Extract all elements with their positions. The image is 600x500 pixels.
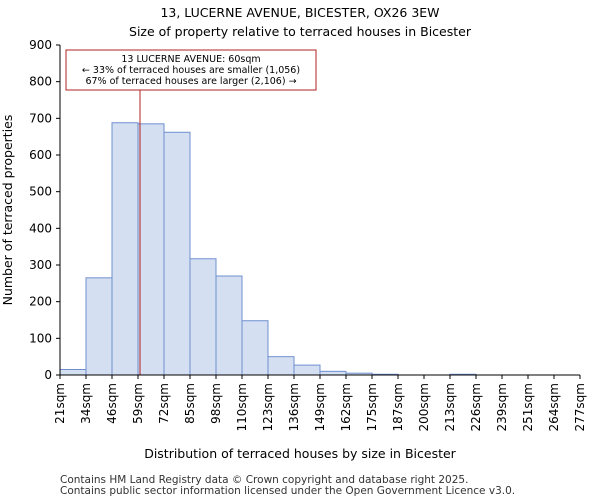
y-tick-label-700: 700 (29, 111, 52, 125)
annotation-line-3: 67% of terraced houses are larger (2,106… (85, 76, 296, 87)
x-tick-label-175sqm: 175sqm (365, 383, 379, 431)
x-tick-label-46sqm: 46sqm (105, 383, 119, 424)
x-tick-label-213sqm: 213sqm (443, 383, 457, 431)
bars-group (59, 122, 477, 376)
x-tick-label-98sqm: 98sqm (209, 383, 223, 424)
annotation-group: 13 LUCERNE AVENUE: 60sqm← 33% of terrace… (65, 49, 317, 91)
y-tick-label-400: 400 (29, 221, 52, 235)
y-tick-label-300: 300 (29, 258, 52, 272)
bar-34sqm (85, 277, 113, 376)
x-tick-label-187sqm: 187sqm (391, 383, 405, 431)
y-tick-label-600: 600 (29, 148, 52, 162)
y-tick-label-500: 500 (29, 185, 52, 199)
bar-98sqm (215, 275, 243, 376)
x-tick-label-123sqm: 123sqm (261, 383, 275, 431)
x-tick-label-34sqm: 34sqm (79, 383, 93, 424)
annotation-box (65, 49, 317, 91)
x-tick-label-21sqm: 21sqm (53, 383, 67, 424)
x-tick-label-149sqm: 149sqm (313, 383, 327, 431)
x-tick-label-85sqm: 85sqm (183, 383, 197, 424)
x-tick-label-264sqm: 264sqm (547, 383, 561, 431)
x-tick-label-200sqm: 200sqm (417, 383, 431, 431)
bar-46sqm (111, 122, 139, 376)
axes-group: 0 100 200 300 400 500 600 700 800 900 21sqm 34sqm 46… (29, 38, 587, 431)
x-tick-label-251sqm: 251sqm (521, 383, 535, 431)
bar-85sqm (189, 258, 217, 376)
bar-72sqm (163, 131, 191, 376)
y-tick-label-200: 200 (29, 295, 52, 309)
x-tick-label-72sqm: 72sqm (157, 383, 171, 424)
bar-123sqm (267, 356, 295, 376)
bar-149sqm (319, 370, 347, 376)
x-tick-label-277sqm: 277sqm (573, 383, 587, 431)
y-tick-label-800: 800 (29, 75, 52, 89)
footer-line-1: Contains HM Land Registry data © Crown c… (60, 474, 468, 486)
x-tick-label-59sqm: 59sqm (131, 383, 145, 424)
chart-subtitle: Size of property relative to terraced ho… (129, 24, 472, 39)
x-tick-label-162sqm: 162sqm (339, 383, 353, 431)
y-axis-label: Number of terraced properties (0, 115, 15, 306)
y-tick-label-900: 900 (29, 38, 52, 52)
y-tick-label-100: 100 (29, 331, 52, 345)
bar-21sqm (59, 369, 87, 376)
chart-title: 13, LUCERNE AVENUE, BICESTER, OX26 3EW (160, 5, 439, 20)
bar-136sqm (293, 364, 321, 376)
bar-59sqm (137, 123, 165, 376)
x-tick-label-226sqm: 226sqm (469, 383, 483, 431)
footer-line-2: Contains public sector information licen… (60, 485, 515, 497)
annotation-line-1: 13 LUCERNE AVENUE: 60sqm (121, 54, 260, 65)
x-axis-label: Distribution of terraced houses by size … (144, 446, 456, 461)
x-tick-label-110sqm: 110sqm (235, 383, 249, 431)
bar-110sqm (241, 320, 269, 376)
x-tick-label-136sqm: 136sqm (287, 383, 301, 431)
x-tick-label-239sqm: 239sqm (495, 383, 509, 431)
annotation-line-2: ← 33% of terraced houses are smaller (1,… (82, 65, 300, 76)
y-tick-label-0: 0 (44, 368, 52, 382)
